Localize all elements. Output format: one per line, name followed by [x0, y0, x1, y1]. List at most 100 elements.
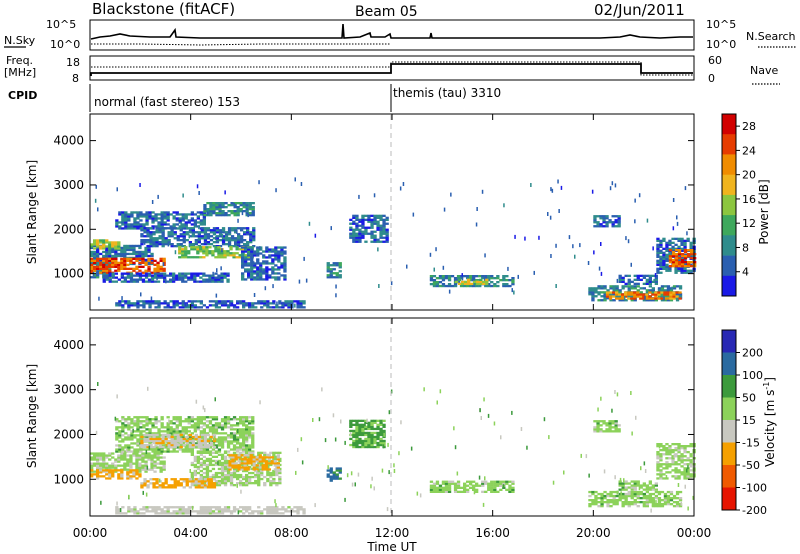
data-cell — [194, 478, 198, 481]
data-cell — [287, 506, 291, 509]
data-cell — [164, 482, 168, 485]
data-cell — [611, 420, 615, 423]
data-cell — [614, 428, 618, 431]
data-cell — [432, 283, 437, 286]
colorbar-tick-label: 24 — [742, 144, 756, 157]
data-cell — [636, 501, 640, 504]
data-cell — [656, 249, 660, 252]
data-cell — [600, 299, 604, 302]
data-cell — [302, 512, 306, 515]
data-cell — [163, 215, 167, 218]
data-cell — [475, 284, 479, 288]
data-cell — [138, 269, 142, 272]
data-cell — [290, 510, 294, 513]
data-cell — [666, 291, 670, 294]
data-cell — [226, 477, 231, 481]
data-cell — [199, 420, 203, 423]
data-cell — [441, 283, 446, 286]
data-cell — [135, 280, 140, 283]
data-cell — [602, 217, 606, 220]
data-cell — [636, 497, 640, 500]
data-cell — [196, 451, 200, 454]
data-cell — [247, 256, 251, 259]
noise-cell — [324, 438, 327, 443]
data-cell — [263, 300, 267, 303]
data-cell — [139, 420, 143, 423]
data-cell — [642, 482, 646, 485]
data-cell — [133, 416, 137, 419]
data-cell — [683, 473, 687, 476]
data-cell — [657, 295, 662, 298]
data-cell — [141, 458, 145, 461]
data-cell — [648, 499, 652, 502]
data-cell — [178, 302, 182, 305]
data-cell — [255, 458, 259, 461]
data-cell — [129, 261, 133, 264]
data-cell — [126, 248, 130, 252]
data-cell — [355, 443, 359, 447]
data-cell — [121, 211, 125, 214]
data-cell — [280, 246, 284, 249]
data-cell — [326, 270, 330, 273]
data-cell — [143, 482, 147, 485]
data-cell — [242, 418, 246, 421]
data-cell — [227, 227, 232, 230]
data-cell — [203, 206, 207, 209]
data-cell — [251, 416, 255, 419]
data-cell — [132, 274, 137, 277]
data-cell — [659, 257, 663, 260]
data-cell — [223, 426, 228, 429]
data-cell — [172, 272, 176, 275]
data-cell — [167, 484, 171, 487]
data-cell — [211, 426, 216, 429]
data-cell — [355, 234, 359, 237]
noise-cell — [354, 482, 356, 487]
data-cell — [196, 306, 200, 309]
data-cell — [196, 274, 200, 277]
data-cell — [674, 463, 678, 466]
data-cell — [299, 506, 303, 509]
data-cell — [450, 284, 455, 288]
data-cell — [248, 206, 252, 209]
data-cell — [187, 306, 191, 309]
data-cell — [502, 284, 506, 288]
data-cell — [645, 488, 649, 491]
data-cell — [178, 416, 182, 419]
data-cell — [597, 291, 601, 294]
data-cell — [511, 490, 515, 493]
data-cell — [193, 256, 197, 259]
data-cell — [680, 461, 684, 464]
data-cell — [149, 433, 153, 437]
data-cell — [187, 219, 191, 222]
data-cell — [659, 261, 663, 264]
noise-cell — [406, 264, 408, 269]
noise-cell — [215, 236, 217, 241]
data-cell — [478, 275, 482, 278]
data-cell — [256, 270, 260, 273]
data-cell — [266, 477, 270, 481]
data-cell — [665, 269, 669, 272]
data-cell — [438, 490, 443, 493]
data-cell — [456, 281, 461, 284]
data-cell — [447, 284, 452, 288]
data-cell — [217, 442, 222, 445]
data-cell — [245, 508, 249, 511]
noise-cell — [121, 296, 123, 301]
data-cell — [251, 302, 255, 305]
data-cell — [361, 224, 365, 227]
data-cell — [212, 210, 216, 213]
data-cell — [114, 247, 118, 250]
data-cell — [236, 432, 240, 435]
data-cell — [231, 454, 235, 457]
data-cell — [136, 418, 140, 421]
data-cell — [475, 482, 479, 485]
data-cell — [246, 227, 250, 230]
data-cell — [672, 291, 676, 294]
data-cell — [656, 251, 660, 254]
data-cell — [678, 293, 683, 296]
data-cell — [105, 246, 109, 250]
data-cell — [115, 506, 119, 509]
data-cell — [251, 482, 255, 485]
data-cell — [114, 458, 118, 461]
data-cell — [493, 488, 497, 491]
